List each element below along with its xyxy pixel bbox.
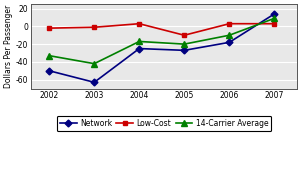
14-Carrier Average xyxy=(228,34,231,36)
14-Carrier Average xyxy=(272,17,276,19)
Y-axis label: Dollars Per Passenger: Dollars Per Passenger xyxy=(4,5,13,88)
14-Carrier Average xyxy=(138,40,141,43)
Legend: Network, Low-Cost, 14-Carrier Average: Network, Low-Cost, 14-Carrier Average xyxy=(57,116,271,131)
Line: Network: Network xyxy=(47,11,277,85)
Line: Low-Cost: Low-Cost xyxy=(47,21,277,38)
Low-Cost xyxy=(272,23,276,25)
Network xyxy=(92,81,96,83)
Network xyxy=(182,49,186,52)
Low-Cost xyxy=(48,27,51,29)
Network xyxy=(138,47,141,50)
Low-Cost xyxy=(138,23,141,25)
14-Carrier Average xyxy=(48,54,51,57)
Network xyxy=(228,41,231,44)
Line: 14-Carrier Average: 14-Carrier Average xyxy=(46,16,277,66)
Network xyxy=(48,70,51,72)
14-Carrier Average xyxy=(182,43,186,45)
Low-Cost xyxy=(228,23,231,25)
Low-Cost xyxy=(92,26,96,28)
Network xyxy=(272,13,276,15)
Low-Cost xyxy=(182,34,186,36)
14-Carrier Average xyxy=(92,62,96,65)
